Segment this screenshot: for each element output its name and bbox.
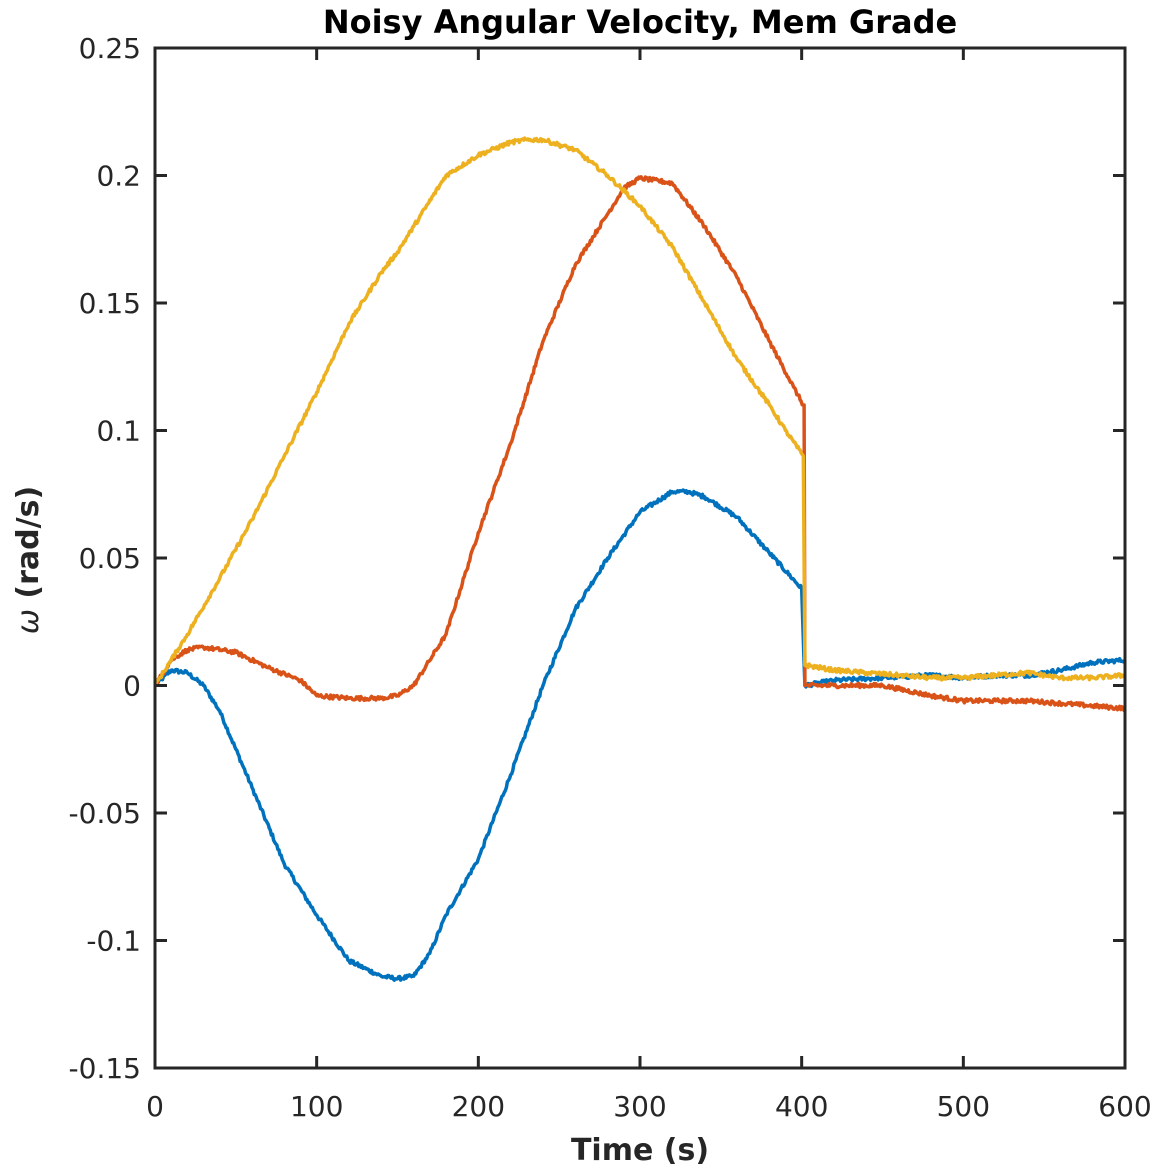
y-tick-label: -0.1 — [86, 925, 141, 958]
y-axis-title: ω (rad/s) — [11, 486, 46, 634]
series-line-1 — [153, 488, 1127, 982]
x-tick-label: 400 — [775, 1090, 828, 1123]
y-tick-label: 0.1 — [96, 415, 141, 448]
series-line-3 — [153, 136, 1126, 687]
tick-layer: 0 100 200 300 400 500 600 -0.15 -0.1 -0.05 0 0.05 0.… — [69, 32, 1152, 1123]
x-tick-label: 200 — [452, 1090, 505, 1123]
y-tick-label: 0.05 — [79, 542, 141, 575]
y-tick-label: 0.25 — [79, 32, 141, 65]
y-tick-label: -0.15 — [69, 1052, 141, 1085]
y-axis-unit: (rad/s) — [11, 486, 46, 599]
chart-title: Noisy Angular Velocity, Mem Grade — [323, 3, 957, 41]
y-tick-label: -0.05 — [69, 797, 141, 830]
y-tick-label: 0.15 — [79, 287, 141, 320]
x-tick-label: 500 — [937, 1090, 990, 1123]
x-tick-label: 300 — [613, 1090, 666, 1123]
x-tick-label: 100 — [290, 1090, 343, 1123]
x-tick-label: 600 — [1098, 1090, 1151, 1123]
plot-frame — [153, 46, 1127, 1070]
series-line-2 — [153, 175, 1127, 713]
x-tick-label: 0 — [146, 1090, 164, 1123]
y-axis-symbol: ω — [11, 609, 46, 634]
y-tick-label: 0.2 — [96, 160, 141, 193]
x-axis-title: Time (s) — [571, 1133, 709, 1168]
y-tick-label: 0 — [123, 670, 141, 703]
series-layer — [153, 136, 1127, 982]
